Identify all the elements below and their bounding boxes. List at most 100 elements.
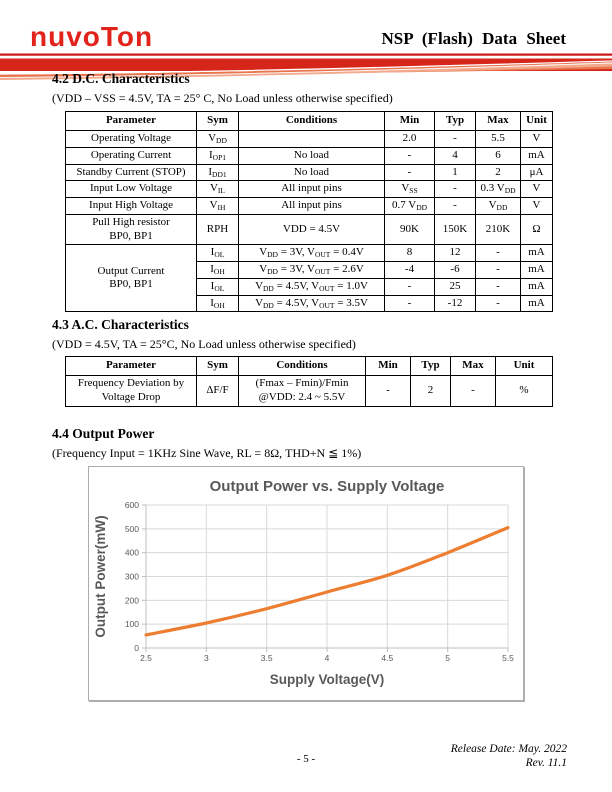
table-cell: V [520, 197, 553, 215]
x-tick-label: 4 [325, 653, 330, 663]
table-cell: - [384, 294, 435, 313]
doc-title: NSP (Flash) Data Sheet [381, 29, 566, 48]
table-cell: VDD = 3V, VOUT = 0.4V [238, 244, 385, 262]
table-cell: % [495, 375, 553, 407]
table-cell: IOH [196, 261, 239, 279]
page-number: - 5 - [296, 753, 316, 765]
table-cell: - [450, 375, 496, 407]
table-cell: Operating Current [65, 146, 197, 165]
power-curve [144, 526, 510, 637]
table-cell: - [475, 244, 521, 262]
section-heading-output-power: 4.4 Output Power [52, 426, 155, 441]
output-power-conditions-text: (Frequency Input = 1KHz Sine Wave, RL = … [52, 446, 362, 460]
banner-white-curve-1 [0, 60, 612, 75]
column-header: Typ [434, 111, 476, 131]
banner-white-curve-2 [0, 62, 612, 78]
x-tick-label: 4.5 [381, 653, 393, 663]
table-cell: 12 [434, 244, 476, 262]
table-cell: No load [238, 146, 385, 165]
table-row: Output Current BP0, BP1 IOL VDD = 3V, VOUT … [65, 244, 553, 313]
column-header: Parameter [65, 111, 197, 131]
footer-meta: Release Date: May. 2022 Rev. 11.1 [451, 743, 567, 770]
section-heading-ac: 4.3 A.C. Characteristics [52, 317, 189, 332]
table-cell: VDD = 4.5V, VOUT = 3.5V [238, 294, 385, 313]
ac-characteristics-table: Parameter Sym Conditions Min Typ Max Unit Frequ… [65, 356, 553, 407]
table-cell: mA [520, 277, 553, 296]
table-cell: 90K [384, 213, 435, 246]
table-row: Input High Voltage VIH All input pins 0.7 V… [65, 197, 553, 215]
column-header: Max [450, 356, 496, 376]
table-cell: - [384, 146, 435, 165]
x-tick-label: 5 [445, 653, 450, 663]
table-cell: All input pins [238, 197, 385, 215]
table-cell: - [475, 277, 521, 296]
table-cell: V [520, 130, 553, 148]
table-cell: ΔF/F [196, 375, 239, 407]
table-cell: No load [238, 163, 385, 182]
table-cell: 0.7 VDD [384, 197, 435, 215]
table-cell: Input Low Voltage [65, 180, 197, 198]
table-cell: VIL [196, 180, 239, 198]
table-row: Pull High resistor BP0, BP1 RPH VDD = 4.5V 9… [65, 213, 553, 246]
table-cell: Standby Current (STOP) [65, 163, 197, 182]
table-cell: - [475, 294, 521, 313]
table-cell: 4 [434, 146, 476, 165]
y-axis-label: Output Power(mW) [93, 515, 108, 637]
y-tick-label: 300 [125, 572, 139, 582]
table-cell: Frequency Deviation by Voltage Drop [65, 375, 197, 407]
table-cell: VDD = 4.5V [238, 213, 385, 246]
x-tick-label: 2.5 [140, 653, 152, 663]
chart-title: Output Power vs. Supply Voltage [210, 478, 445, 495]
table-cell: -6 [434, 261, 476, 279]
table-cell: 25 [434, 277, 476, 296]
banner-swoosh-mid [0, 62, 612, 78]
column-header: Conditions [238, 111, 385, 131]
table-cell: Input High Voltage [65, 197, 197, 215]
table-cell [238, 130, 385, 148]
table-cell: 2.0 [384, 130, 435, 148]
table-cell: 210K [475, 213, 521, 246]
y-tick-label: 400 [125, 548, 139, 558]
table-cell: 5.5 [475, 130, 521, 148]
table-row: Frequency Deviation by Voltage Drop ΔF/F (F… [65, 375, 553, 407]
column-header: Unit [495, 356, 553, 376]
table-header-row: Parameter Sym Conditions Min Typ Max Unit [65, 356, 553, 376]
revision: Rev. 11.1 [525, 756, 567, 769]
table-cell: -4 [384, 261, 435, 279]
y-tick-label: 600 [125, 500, 139, 510]
table-cell: mA [520, 146, 553, 165]
x-tick-label: 3 [204, 653, 209, 663]
section-heading-dc: 4.2 D.C. Characteristics [52, 71, 190, 86]
table-cell: VDD [475, 197, 521, 215]
table-cell: μA [520, 163, 553, 182]
banner-thin-line [0, 53, 612, 56]
table-cell: Operating Voltage [65, 130, 197, 148]
table-cell: All input pins [238, 180, 385, 198]
table-cell: IOP1 [196, 146, 239, 165]
output-power-chart: 0 100 200 300 400 500 600 2.5 3 3.5 4 4.5 5 5.5 Output… [88, 466, 524, 701]
table-cell: RPH [196, 213, 239, 246]
release-date: Release Date: May. 2022 [450, 743, 567, 755]
x-tick-label: 3.5 [261, 653, 273, 663]
table-cell: 1 [434, 163, 476, 182]
table-cell: IOL [196, 244, 239, 262]
table-cell: - [434, 180, 476, 198]
table-cell: Pull High resistor BP0, BP1 [65, 213, 197, 246]
table-cell: IOH [196, 294, 239, 313]
dc-conditions-text: (VDD – VSS = 4.5V, TA = 25° C, No Load u… [52, 91, 393, 105]
column-header: Parameter [65, 356, 197, 376]
column-header: Unit [520, 111, 553, 131]
output-power-chart-svg: 0 100 200 300 400 500 600 2.5 3 3.5 4 4.5 5 5.5 Output… [93, 478, 514, 687]
table-row: Input Low Voltage VIL All input pins VSS -0.… [65, 180, 553, 198]
table-cell: - [475, 261, 521, 279]
y-tick-label: 100 [125, 619, 139, 629]
y-tick-label: 0 [134, 643, 139, 653]
column-header: Min [365, 356, 411, 376]
table-cell: - [384, 163, 435, 182]
table-cell: 150K [434, 213, 476, 246]
table-cell: -12 [434, 294, 476, 313]
table-cell: VDD [196, 130, 239, 148]
x-axis-label: Supply Voltage(V) [270, 672, 385, 687]
table-cell: (Fmax – Fmin)/Fmin @VDD: 2.4 ~ 5.5V [238, 375, 366, 407]
ac-conditions-text: (VDD = 4.5V, TA = 25°C, No Load unless o… [52, 337, 356, 351]
